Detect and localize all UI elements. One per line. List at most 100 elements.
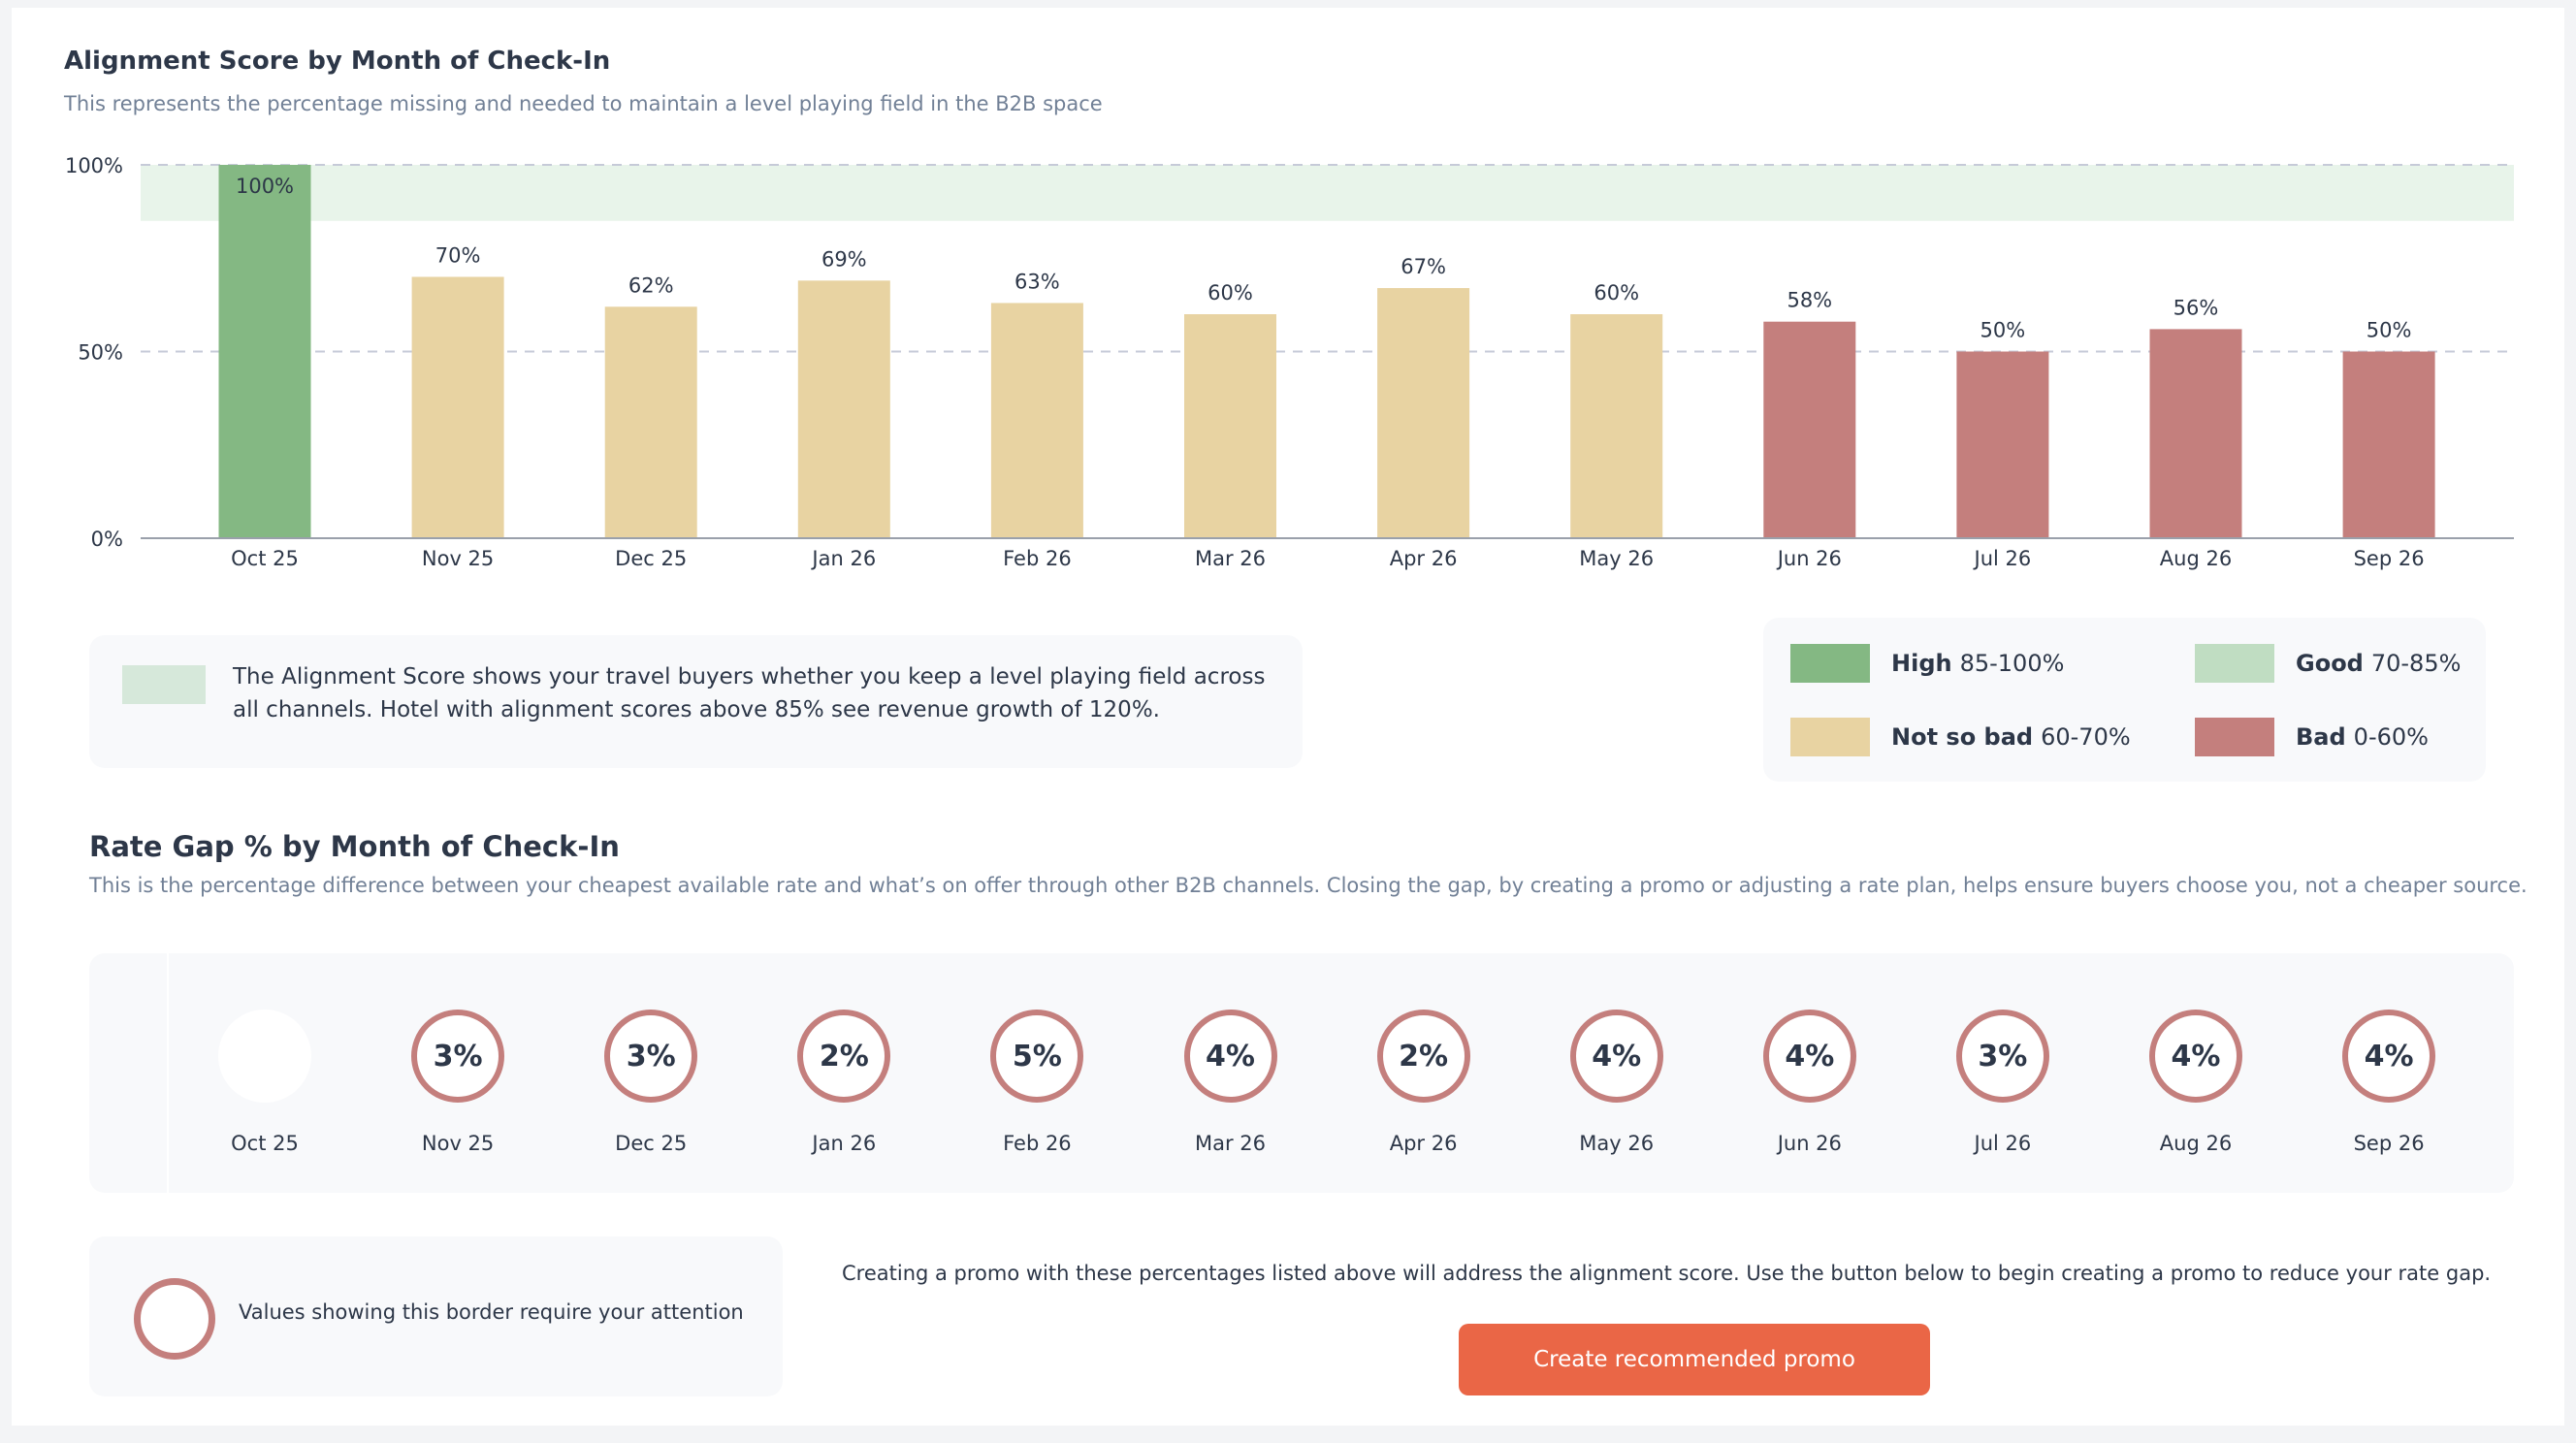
legend-label: Good: [2296, 650, 2364, 677]
rate-gap-month: May 26: [1579, 1132, 1655, 1155]
rate-gap-item: 3% Dec 25: [573, 1010, 728, 1155]
data-label: 50%: [1980, 319, 2026, 342]
rate-gap-item: 5% Feb 26: [959, 1010, 1114, 1155]
rate-gap-month: Sep 26: [2353, 1132, 2425, 1155]
y-tick-label: 100%: [65, 154, 123, 177]
bar-dec-25: [604, 306, 697, 538]
rate-gap-value: 4%: [1183, 1010, 1277, 1103]
rate-gap-month: Apr 26: [1389, 1132, 1458, 1155]
rate-gap-value: 3%: [411, 1010, 505, 1103]
alignment-info-text: The Alignment Score shows your travel bu…: [233, 664, 1266, 722]
alignment-subtitle: This represents the percentage missing a…: [64, 92, 1103, 115]
rate-gap-item: 3% Jul 26: [1925, 1010, 2080, 1155]
alignment-bar-chart: 100% 70% 62% 69% 63% 60% 67% 60% 58% 50% 56% 50% 0%…: [65, 154, 2514, 570]
x-tick-label: Nov 25: [422, 547, 494, 570]
bar-aug-26: [2149, 329, 2242, 538]
legend-label: Bad: [2296, 723, 2346, 751]
score-legend: High 85-100% Good 70-85% Not so bad 60-7…: [1763, 618, 2486, 782]
x-tick-label: May 26: [1579, 547, 1654, 570]
rate-gap-item: 2% Apr 26: [1346, 1010, 1501, 1155]
x-tick-label: Oct 25: [231, 547, 299, 570]
bar-may-26: [1570, 314, 1663, 538]
legend-range: 0-60%: [2353, 723, 2429, 751]
bar-jul-26: [1956, 351, 2049, 538]
create-recommended-promo-button[interactable]: Create recommended promo: [1459, 1324, 1930, 1395]
target-band: [141, 165, 2514, 221]
bar-sep-26: [2342, 351, 2435, 538]
rate-gap-item: Oct 25: [187, 1010, 342, 1155]
legend-swatch-not-so-bad: [1790, 718, 1870, 756]
rate-gap-panel: Oct 25 3% Nov 25 3% Dec 25 2% Jan 26 5% Feb 26 4%…: [89, 953, 2514, 1193]
y-tick-label: 50%: [78, 341, 123, 365]
rate-gap-month: Nov 25: [421, 1132, 495, 1155]
x-tick-label: Jul 26: [1973, 547, 2032, 570]
data-label: 58%: [1787, 289, 1832, 312]
bar-jan-26: [797, 280, 890, 538]
bar-nov-25: [411, 276, 504, 538]
x-tick-label: Aug 26: [2160, 547, 2232, 570]
info-swatch: [122, 665, 206, 704]
bar-jun-26: [1763, 321, 1856, 538]
panel-divider: [167, 953, 169, 1193]
legend-item-bad: Bad 0-60%: [2195, 718, 2429, 756]
data-label: 100%: [236, 175, 294, 198]
x-tick-label: Apr 26: [1390, 547, 1458, 570]
rate-gap-month: Aug 26: [2159, 1132, 2233, 1155]
legend-label: Not so bad: [1891, 723, 2034, 751]
rate-gap-month: Feb 26: [1003, 1132, 1072, 1155]
rate-gap-month: Oct 25: [231, 1132, 299, 1155]
x-tick-label: Feb 26: [1003, 547, 1072, 570]
rate-gap-value: [218, 1010, 311, 1103]
rate-gap-month: Jan 26: [812, 1132, 877, 1155]
legend-swatch-high: [1790, 644, 1870, 683]
x-tick-label: Jan 26: [810, 547, 876, 570]
legend-swatch-bad: [2195, 718, 2274, 756]
alignment-title: Alignment Score by Month of Check-In: [64, 47, 611, 76]
data-label: 60%: [1208, 281, 1253, 305]
x-tick-label: Dec 25: [615, 547, 687, 570]
rate-gap-value: 2%: [1376, 1010, 1470, 1103]
data-label: 67%: [1401, 255, 1446, 278]
rate-gap-title: Rate Gap % by Month of Check-In: [89, 830, 620, 863]
rate-gap-month: Mar 26: [1194, 1132, 1267, 1155]
rate-gap-value: 4%: [2149, 1010, 2242, 1103]
legend-item-high: High 85-100%: [1790, 644, 2064, 683]
bar-feb-26: [990, 303, 1083, 538]
rate-gap-item: 4% Aug 26: [2118, 1010, 2273, 1155]
rate-gap-month: Dec 25: [615, 1132, 688, 1155]
rate-gap-item: 4% May 26: [1539, 1010, 1694, 1155]
rate-gap-subtitle: This is the percentage difference betwee…: [89, 874, 2528, 897]
bar-mar-26: [1184, 314, 1276, 538]
rate-gap-value: 2%: [797, 1010, 891, 1103]
rate-gap-value: 4%: [1569, 1010, 1663, 1103]
rate-gap-item: 2% Jan 26: [766, 1010, 921, 1155]
x-tick-label: Mar 26: [1195, 547, 1266, 570]
data-label: 63%: [1014, 270, 1060, 293]
legend-range: 60-70%: [2041, 723, 2131, 751]
data-label: 62%: [628, 273, 674, 297]
x-tick-label: Sep 26: [2354, 547, 2425, 570]
bar-oct-25: [218, 165, 311, 538]
rate-gap-value: 3%: [604, 1010, 698, 1103]
x-tick-label: Jun 26: [1776, 547, 1842, 570]
legend-label: High: [1891, 650, 1952, 677]
rate-gap-month: Jul 26: [1974, 1132, 2032, 1155]
rate-gap-item: 4% Sep 26: [2311, 1010, 2466, 1155]
rate-gap-item: 4% Jun 26: [1732, 1010, 1887, 1155]
legend-range: 85-100%: [1959, 650, 2065, 677]
y-tick-label: 0%: [91, 528, 123, 551]
data-label: 69%: [821, 247, 867, 271]
legend-item-not-so-bad: Not so bad 60-70%: [1790, 718, 2131, 756]
legend-item-good: Good 70-85%: [2195, 644, 2461, 683]
promo-description: Creating a promo with these percentages …: [842, 1262, 2492, 1285]
data-label: 60%: [1594, 281, 1639, 305]
alignment-info-box: The Alignment Score shows your travel bu…: [89, 635, 1303, 768]
data-label: 56%: [2174, 296, 2219, 319]
rate-gap-value: 3%: [1955, 1010, 2049, 1103]
rate-gap-item: 3% Nov 25: [380, 1010, 535, 1155]
rate-gap-value: 4%: [1762, 1010, 1856, 1103]
rate-gap-item: 4% Mar 26: [1153, 1010, 1308, 1155]
rate-gap-value: 4%: [2342, 1010, 2436, 1103]
data-label: 70%: [435, 244, 481, 268]
bar-apr-26: [1377, 288, 1470, 538]
